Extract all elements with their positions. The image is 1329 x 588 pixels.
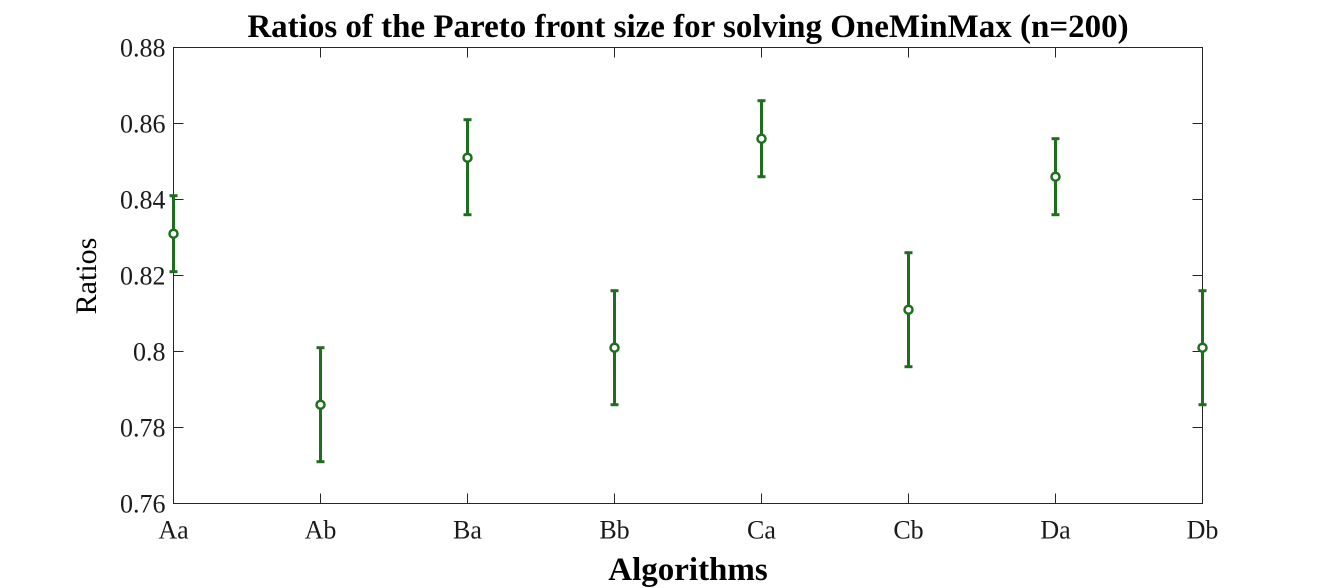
data-series: [168, 99, 1208, 464]
x-tick-label: Db: [1187, 516, 1219, 545]
y-tick-label: 0.76: [120, 490, 166, 519]
data-point: [168, 228, 179, 239]
y-axis: 0.76 0.78 0.8 0.82 0.84 0.86 0.88: [120, 34, 1203, 519]
y-tick-label: 0.8: [133, 338, 166, 367]
chart-title: Ratios of the Pareto front size for solv…: [247, 9, 1128, 45]
data-point: [315, 399, 326, 410]
y-tick-label: 0.88: [120, 34, 166, 63]
y-axis-label: Ratios: [70, 238, 103, 315]
x-tick-label: Ca: [747, 516, 776, 545]
data-point: [756, 133, 767, 144]
x-tick-label: Aa: [158, 516, 189, 545]
x-axis: Aa Ab Ba Bb Ca Cb Da Db: [158, 47, 1219, 545]
x-tick-label: Cb: [893, 516, 923, 545]
x-tick-label: Ab: [305, 516, 337, 545]
x-tick-label: Ba: [453, 516, 482, 545]
x-tick-label: Bb: [599, 516, 629, 545]
y-tick-label: 0.82: [120, 262, 166, 291]
plot-area-box: [173, 47, 1203, 504]
data-point: [903, 304, 914, 315]
data-point: [1050, 171, 1061, 182]
data-point: [609, 342, 620, 353]
y-tick-label: 0.78: [120, 414, 166, 443]
data-point: [1197, 342, 1208, 353]
data-point: [462, 152, 473, 163]
y-tick-label: 0.84: [120, 186, 166, 215]
x-tick-label: Da: [1040, 516, 1071, 545]
x-axis-label: Algorithms: [608, 552, 768, 588]
y-tick-label: 0.86: [120, 110, 166, 139]
